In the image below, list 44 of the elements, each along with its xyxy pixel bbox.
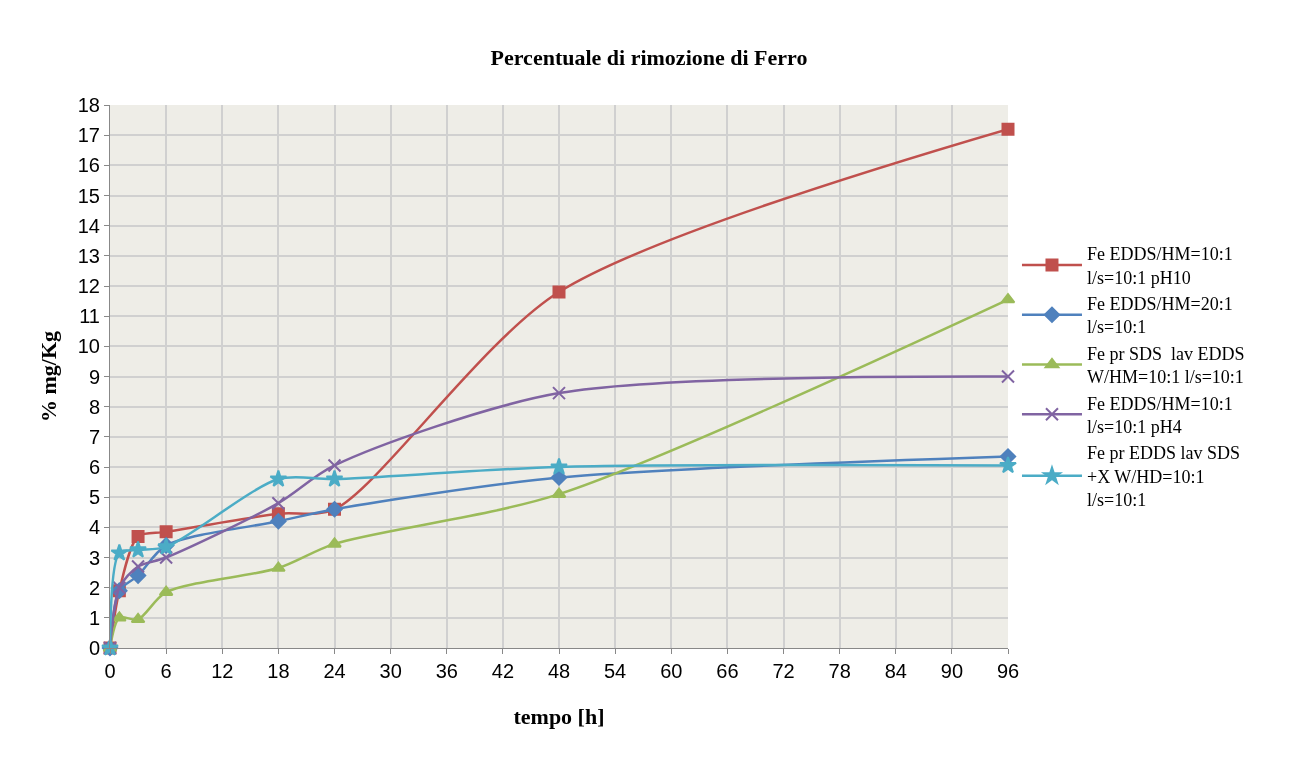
x-tick-label: 0 (104, 660, 116, 682)
x-tick-label: 96 (996, 660, 1020, 682)
y-tick-label: 8 (88, 395, 100, 418)
legend-label: Fe pr SDS lav EDDS W/HM=10:1 l/s=10:1 (1086, 343, 1245, 388)
y-tick-label: 14 (77, 214, 100, 237)
x-tick-label: 18 (267, 660, 290, 682)
x-tick-label: 84 (884, 660, 907, 682)
x-tick-label: 78 (828, 660, 851, 682)
y-tick-label: 1 (88, 606, 100, 629)
x-tick-label: 24 (323, 660, 346, 682)
y-tick-label: 4 (88, 516, 100, 539)
y-tick-label: 5 (88, 486, 100, 509)
x-tick-label: 30 (379, 660, 402, 682)
y-tick-label: 18 (77, 94, 100, 116)
y-tick-label: 10 (77, 335, 100, 358)
x-axis-title: tempo [h] (513, 704, 605, 729)
y-tick-label: 17 (77, 124, 100, 147)
y-tick-label: 3 (88, 546, 100, 569)
x-tick-label: 72 (772, 660, 795, 682)
x-tick-label: 12 (211, 660, 234, 682)
x-tick-label: 60 (660, 660, 683, 682)
x-tick-label: 42 (491, 660, 515, 682)
y-tick-label: 16 (77, 154, 100, 177)
y-tick-label: 9 (88, 365, 100, 388)
x-tick-label: 36 (435, 660, 458, 682)
y-axis-title: % mg/Kg (36, 330, 61, 423)
legend-label: Fe EDDS/HM=10:1 l/s=10:1 pH4 (1086, 393, 1233, 438)
y-tick-label: 7 (88, 425, 100, 448)
y-tick-label: 15 (77, 184, 100, 207)
y-tick-label: 11 (79, 305, 100, 328)
y-tick-label: 0 (88, 637, 100, 659)
x-tick-label: 66 (716, 660, 739, 682)
x-tick-label: 90 (940, 660, 964, 682)
y-tick-label: 12 (77, 275, 100, 297)
y-tick-label: 13 (77, 244, 100, 267)
legend-label: Fe EDDS/HM=10:1 l/s=10:1 pH10 (1086, 244, 1233, 288)
x-tick-label: 48 (547, 660, 571, 682)
legend-label: Fe pr EDDS lav SDS +X W/HD=10:1 l/s=10:1 (1086, 443, 1240, 511)
legend-label: Fe EDDS/HM=20:1 l/s=10:1 (1086, 294, 1233, 338)
y-tick-label: 6 (88, 456, 100, 478)
chart-title: Percentuale di rimozione di Ferro (490, 44, 808, 70)
x-tick-label: 54 (603, 660, 627, 682)
x-tick-label: 6 (160, 660, 172, 682)
y-tick-label: 2 (88, 576, 100, 599)
